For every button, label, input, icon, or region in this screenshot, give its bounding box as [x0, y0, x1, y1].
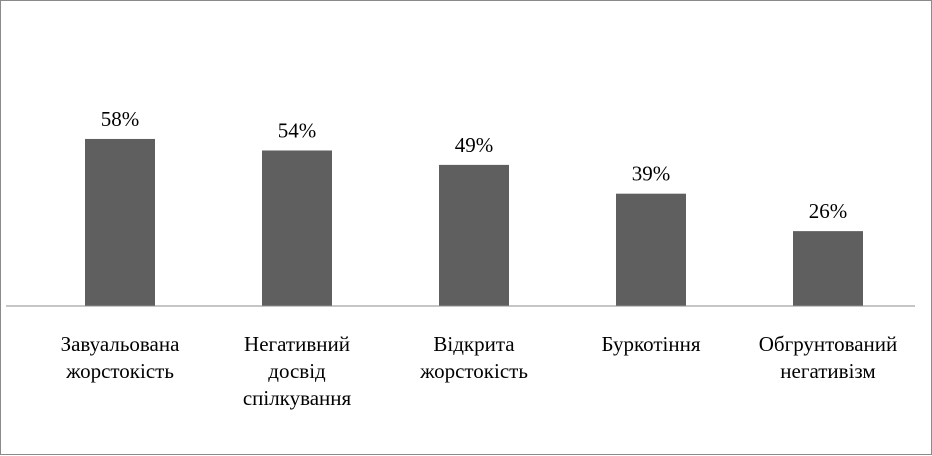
bar-1 — [85, 138, 155, 306]
category-label-5: Обгрунтований негативізм — [759, 332, 898, 383]
bars-layer — [85, 138, 863, 306]
bar-4 — [616, 193, 686, 306]
category-label-1: Завуальована жорстокість — [61, 332, 181, 383]
labels-layer: 58% 54% 49% 39% 26% — [101, 107, 848, 223]
category-label-line: жорстокість — [65, 359, 174, 383]
category-label-line: негативізм — [780, 359, 875, 383]
category-label-3: Відкрита жорстокість — [419, 332, 528, 383]
category-label-line: Відкрита — [433, 332, 515, 356]
category-label-line: Негативний — [244, 332, 350, 356]
category-label-4: Буркотіння — [601, 332, 700, 356]
data-label-3: 49% — [455, 133, 494, 157]
data-label-1: 58% — [101, 107, 140, 131]
tick-labels-layer: Завуальована жорстокість Негативний досвід с… — [61, 332, 898, 410]
bar-2 — [262, 150, 332, 306]
bar-3 — [439, 164, 509, 306]
category-label-line: спілкування — [243, 386, 352, 410]
category-label-line: Завуальована — [61, 332, 181, 356]
data-label-5: 26% — [809, 199, 848, 223]
data-label-4: 39% — [632, 162, 671, 186]
data-label-2: 54% — [278, 118, 317, 142]
category-label-line: жорстокість — [419, 359, 528, 383]
category-label-line: Обгрунтований — [759, 332, 898, 356]
category-label-2: Негативний досвід спілкування — [243, 332, 352, 410]
category-label-line: Буркотіння — [601, 332, 700, 356]
bar-5 — [793, 231, 863, 306]
category-label-line: досвід — [268, 359, 326, 383]
